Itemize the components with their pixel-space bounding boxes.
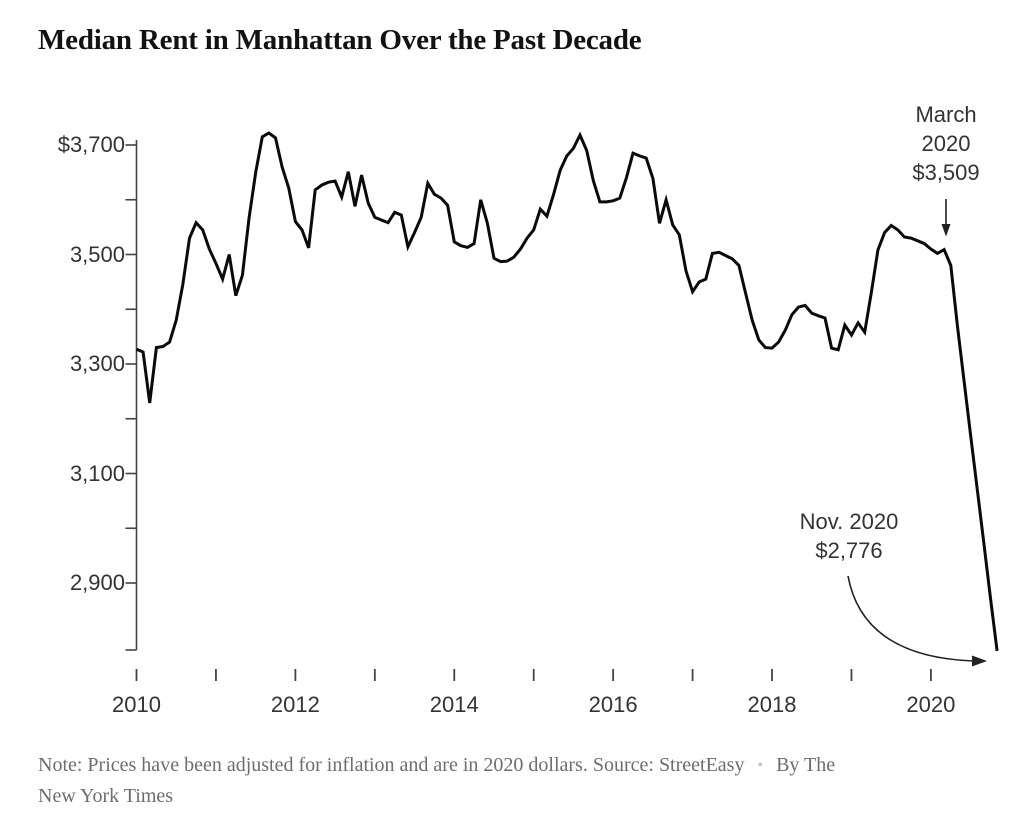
footer-byline-start: By The <box>776 754 836 776</box>
annotation-march-line2: 2020 <box>921 131 971 156</box>
chart-title: Median Rent in Manhattan Over the Past D… <box>38 24 642 56</box>
x-axis-ticks <box>135 669 932 681</box>
footer-byline-end: New York Times <box>38 785 174 807</box>
rent-line-series <box>135 131 999 652</box>
x-axis-label-2010: 2010 <box>112 692 161 717</box>
footer-note-text: Note: Prices have been adjusted for infl… <box>38 754 588 776</box>
annotation-nov-value: $2,776 <box>815 538 883 563</box>
x-axis-label-2016: 2016 <box>588 692 638 717</box>
y-axis-line <box>125 140 138 651</box>
footer-source-text: Source: StreetEasy <box>592 754 745 776</box>
march-2020-arrow <box>941 199 951 237</box>
x-axis-label-2018: 2018 <box>747 692 797 717</box>
annotation-march-value: $3,509 <box>912 160 980 185</box>
footer-separator-dot: • <box>757 757 764 774</box>
y-axis-label-2900: 2,900 <box>69 570 125 595</box>
y-axis-label-3300: 3,300 <box>69 351 125 376</box>
x-axis-label-2020: 2020 <box>906 692 956 717</box>
y-axis-label-3700: $3,700 <box>57 132 125 157</box>
x-axis-label-2014: 2014 <box>429 692 479 717</box>
annotation-march-2020: March 2020 $3,509 <box>866 100 1024 187</box>
nov-2020-arrow <box>847 575 987 667</box>
annotation-nov-2020: Nov. 2020 $2,776 <box>749 507 949 565</box>
footer-note: Note: Prices have been adjusted for infl… <box>38 750 990 811</box>
y-axis-label-3500: 3,500 <box>69 241 125 267</box>
annotation-march-line1: March <box>915 102 977 127</box>
annotation-nov-line1: Nov. 2020 <box>799 509 899 534</box>
y-axis-label-3100: 3,100 <box>69 460 125 486</box>
x-axis-label-2012: 2012 <box>270 692 320 717</box>
